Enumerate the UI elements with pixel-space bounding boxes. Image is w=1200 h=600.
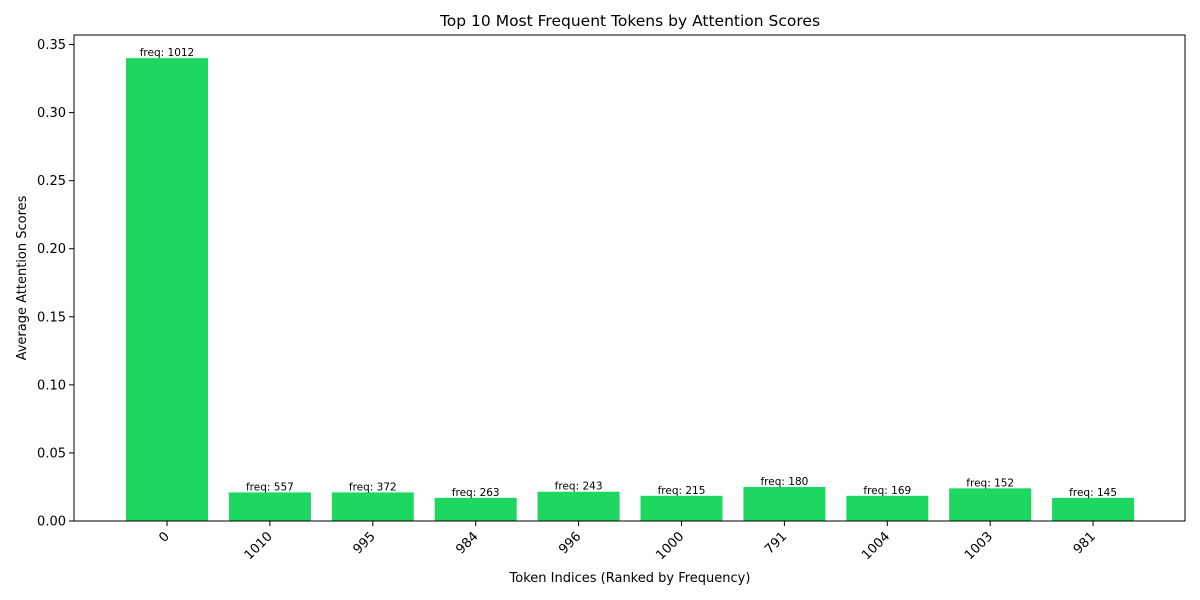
bar-label-981: freq: 145 <box>1069 487 1117 499</box>
x-tick-label-981: 981 <box>1071 529 1099 557</box>
bar-1004 <box>846 495 929 521</box>
bar-791 <box>743 486 826 521</box>
bar-0 <box>126 58 208 522</box>
bar-label-995: freq: 372 <box>349 481 397 493</box>
y-tick-label-4: 0.20 <box>37 242 66 257</box>
bar-labels-group: freq: 1012 freq: 557 freq: 372 freq: 263 fre… <box>140 47 1117 499</box>
y-tick-label-2: 0.10 <box>37 378 66 393</box>
y-tick-label-5: 0.25 <box>37 174 66 189</box>
y-axis: 0.00 0.05 0.10 0.15 0.20 0.25 0.30 0.35 <box>37 38 74 530</box>
plot-frame <box>73 34 1186 522</box>
bar-label-791: freq: 180 <box>760 476 808 488</box>
chart-title: Top 10 Most Frequent Tokens by Attention… <box>439 12 820 30</box>
bar-label-1010: freq: 557 <box>246 481 294 493</box>
y-tick-label-7: 0.35 <box>37 38 66 53</box>
bar-label-1003: freq: 152 <box>966 477 1014 489</box>
bar-984 <box>434 497 517 521</box>
y-axis-label: Average Attention Scores <box>15 195 30 360</box>
bar-1003 <box>949 488 1032 521</box>
x-axis-label: Token Indices (Ranked by Frequency) <box>509 571 751 586</box>
x-tick-label-996: 996 <box>556 529 584 557</box>
x-tick-label-995: 995 <box>350 529 378 557</box>
bar-981 <box>1052 497 1135 521</box>
bar-996 <box>537 491 620 521</box>
bar-label-0: freq: 1012 <box>140 47 195 59</box>
x-tick-label-1004: 1004 <box>859 529 893 563</box>
x-tick-label-791: 791 <box>762 529 790 557</box>
x-axis: 0 1010 995 984 996 1000 791 1004 1003 981 <box>156 521 1099 563</box>
bar-label-1000: freq: 215 <box>658 485 706 497</box>
x-tick-label-1003: 1003 <box>962 529 996 563</box>
bar-1000 <box>640 495 723 521</box>
bar-1010 <box>228 492 311 521</box>
x-tick-label-0: 0 <box>156 529 172 545</box>
y-tick-label-3: 0.15 <box>37 310 66 325</box>
bars-group <box>126 58 1135 522</box>
bar-label-1004: freq: 169 <box>863 485 911 497</box>
y-tick-label-6: 0.30 <box>37 106 66 121</box>
x-tick-label-1000: 1000 <box>653 529 687 563</box>
x-tick-label-1010: 1010 <box>242 529 276 563</box>
y-tick-label-0: 0.00 <box>37 515 66 530</box>
bar-label-996: freq: 243 <box>555 481 603 493</box>
x-tick-label-984: 984 <box>453 529 481 557</box>
bar-995 <box>331 492 414 521</box>
bar-label-984: freq: 263 <box>452 487 500 499</box>
y-tick-label-1: 0.05 <box>37 446 66 461</box>
